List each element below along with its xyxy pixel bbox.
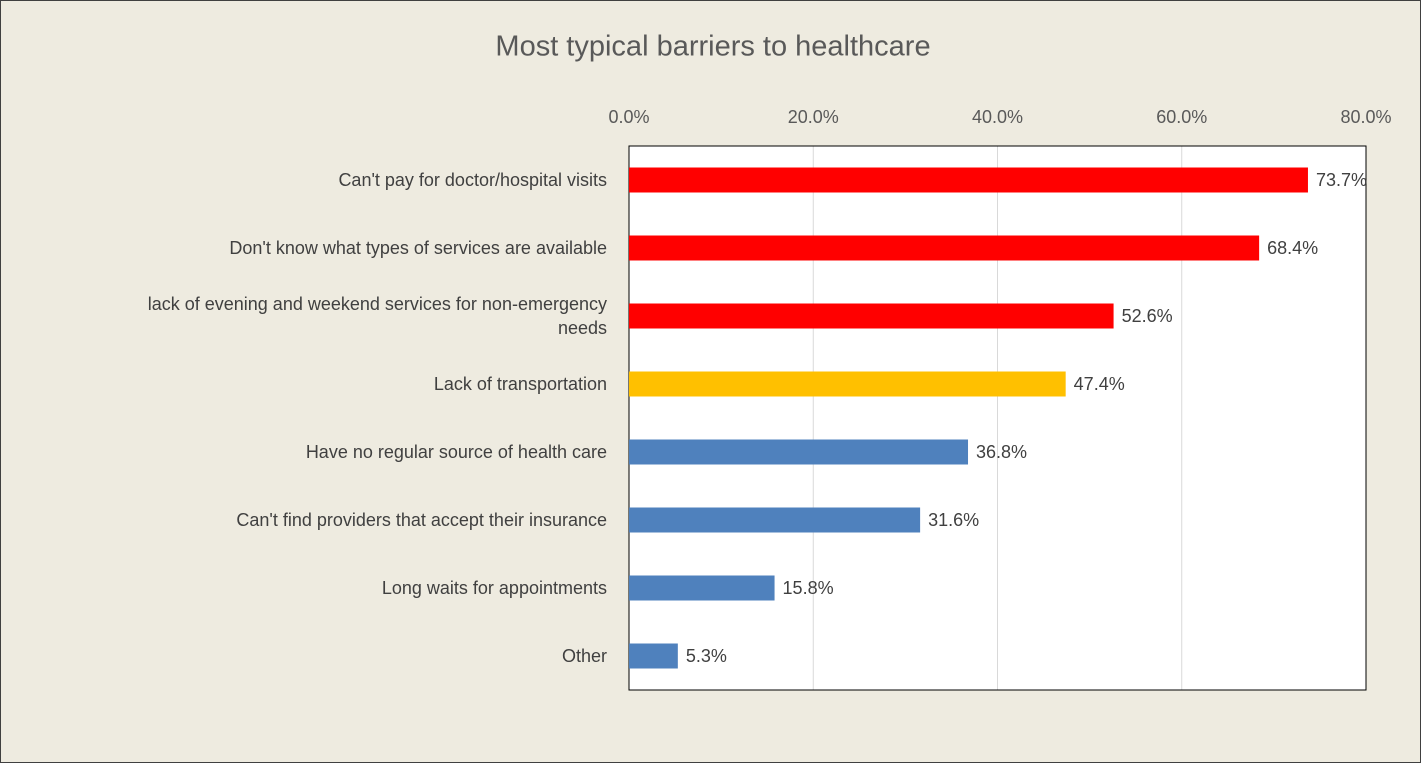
bar — [629, 643, 678, 669]
data-label: 36.8% — [976, 442, 1027, 462]
data-label: 68.4% — [1267, 238, 1318, 258]
data-label: 52.6% — [1122, 306, 1173, 326]
category-label: Don't know what types of services are av… — [229, 238, 607, 258]
data-label: 5.3% — [686, 646, 727, 666]
x-tick-label: 40.0% — [972, 107, 1023, 127]
plot-border — [628, 145, 1367, 691]
data-label: 15.8% — [783, 578, 834, 598]
x-tick-label: 60.0% — [1156, 107, 1207, 127]
bar — [629, 575, 775, 601]
x-tick-label: 20.0% — [788, 107, 839, 127]
chart-title: Most typical barriers to healthcare — [495, 31, 930, 63]
x-tick-label: 0.0% — [608, 107, 649, 127]
category-label: Can't find providers that accept their i… — [236, 510, 607, 530]
bar — [629, 235, 1260, 261]
bar — [629, 303, 1114, 329]
data-label: 31.6% — [928, 510, 979, 530]
bar — [629, 507, 921, 533]
category-label: Other — [561, 646, 607, 666]
data-label: 47.4% — [1074, 374, 1125, 394]
bar — [629, 439, 969, 465]
category-label: Long waits for appointments — [381, 578, 607, 598]
data-label: 73.7% — [1316, 170, 1367, 190]
bar — [629, 371, 1066, 397]
category-label: Can't pay for doctor/hospital visits — [338, 170, 607, 190]
category-label: Have no regular source of health care — [305, 442, 607, 462]
x-tick-label: 80.0% — [1340, 107, 1391, 127]
category-label: lack of evening and weekend services for… — [147, 294, 607, 338]
bar — [629, 167, 1308, 193]
category-label: Lack of transportation — [433, 374, 607, 394]
